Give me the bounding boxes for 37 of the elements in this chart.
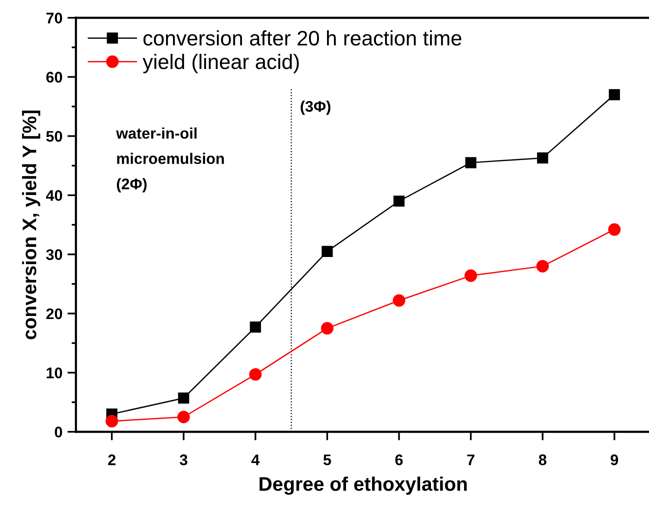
x-tick-label: 6	[395, 454, 403, 466]
x-tick-label: 3	[180, 454, 188, 466]
y-tick-label: 20	[46, 308, 62, 320]
point	[249, 368, 262, 381]
x-tick-label: 2	[108, 454, 116, 466]
point	[537, 152, 548, 164]
legend-label: yield (linear acid)	[142, 54, 299, 74]
y-tick-label: 70	[46, 12, 62, 24]
x-tick-label: 4	[251, 454, 260, 466]
x-tick-label: 8	[538, 454, 546, 466]
point	[608, 89, 620, 100]
annotation: water-in-oil microemulsion (2Φ)	[116, 127, 224, 192]
y-tick-label: 0	[54, 426, 62, 438]
x-tick-label: 5	[323, 454, 332, 466]
y-axis-title: conversion X, yield Y [%]	[22, 110, 40, 340]
point	[392, 294, 406, 307]
y-tick-label: 40	[46, 190, 62, 201]
y-tick-label: 50	[46, 130, 62, 142]
point	[320, 322, 334, 335]
y-tick-label: 60	[46, 72, 62, 83]
point	[178, 392, 190, 404]
point	[106, 414, 118, 428]
annotation: (3Φ)	[300, 100, 330, 115]
x-axis-title: Degree of ethoxylation	[260, 476, 467, 495]
y-tick-label: 30	[46, 249, 62, 260]
point	[177, 410, 190, 424]
x-tick-label: 9	[610, 454, 618, 466]
point	[536, 260, 549, 272]
point	[464, 269, 478, 282]
x-tick-label: 7	[467, 454, 474, 466]
point	[250, 322, 261, 333]
legend-label: conversion after 20 h reaction time	[143, 30, 462, 46]
y-tick-label: 10	[46, 368, 62, 378]
point	[608, 223, 621, 236]
point	[465, 157, 476, 168]
point	[393, 196, 405, 207]
point	[322, 246, 333, 257]
